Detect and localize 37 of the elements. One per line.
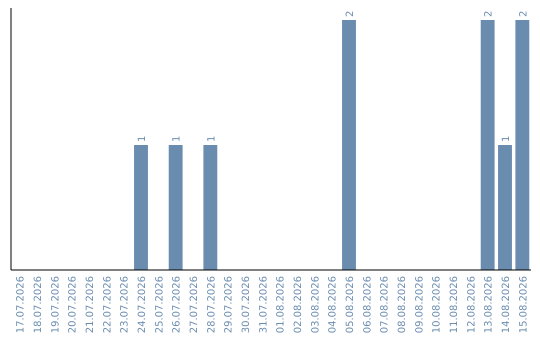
x-tick-label: 03.08.2026: [310, 276, 322, 334]
data-label: 2: [518, 10, 530, 17]
x-tick-label: 02.08.2026: [293, 276, 304, 334]
data-label: 1: [137, 136, 148, 142]
x-tick-label: 19.07.2026: [50, 276, 62, 334]
x-tick-label: 13.08.2026: [484, 276, 495, 334]
x-tick-label: 17.07.2026: [16, 276, 27, 334]
x-tick-label: 22.07.2026: [102, 276, 114, 334]
data-label: 2: [484, 10, 495, 17]
data-label: 1: [501, 136, 512, 142]
x-tick-label: 25.07.2026: [154, 276, 166, 334]
data-label: 1: [206, 136, 218, 142]
x-tick-label: 07.08.2026: [380, 276, 391, 334]
x-tick-label: 20.07.2026: [68, 276, 79, 334]
x-tick-label: 06.08.2026: [362, 276, 374, 334]
x-tick-label: 18.07.2026: [33, 276, 44, 334]
x-tick-label: 08.08.2026: [397, 276, 408, 334]
x-tick-label: 23.07.2026: [120, 276, 131, 334]
x-tick-label: 05.08.2026: [345, 276, 356, 334]
x-tick-label: 29.07.2026: [224, 276, 235, 334]
x-tick-label: 31.07.2026: [258, 276, 270, 334]
x-tick-label: 11.08.2026: [449, 276, 460, 334]
x-tick-label: 10.08.2026: [432, 276, 443, 334]
x-tick-label: 12.08.2026: [466, 276, 478, 334]
x-tick-label: 27.07.2026: [189, 276, 200, 334]
x-tick-label: 28.07.2026: [206, 276, 218, 334]
x-tick-label: 15.08.2026: [518, 276, 530, 334]
x-tick-label: 24.07.2026: [137, 276, 148, 334]
x-tick-label: 01.08.2026: [276, 276, 287, 334]
x-tick-label: 26.07.2026: [172, 276, 183, 334]
x-tick-label: 14.08.2026: [501, 276, 512, 334]
data-label: 2: [345, 10, 356, 17]
x-tick-label: 21.07.2026: [85, 276, 96, 334]
x-tick-label: 04.08.2026: [328, 276, 339, 334]
x-tick-label: 30.07.2026: [241, 276, 252, 334]
data-label: 1: [172, 136, 183, 142]
x-tick-label: 09.08.2026: [414, 276, 426, 334]
